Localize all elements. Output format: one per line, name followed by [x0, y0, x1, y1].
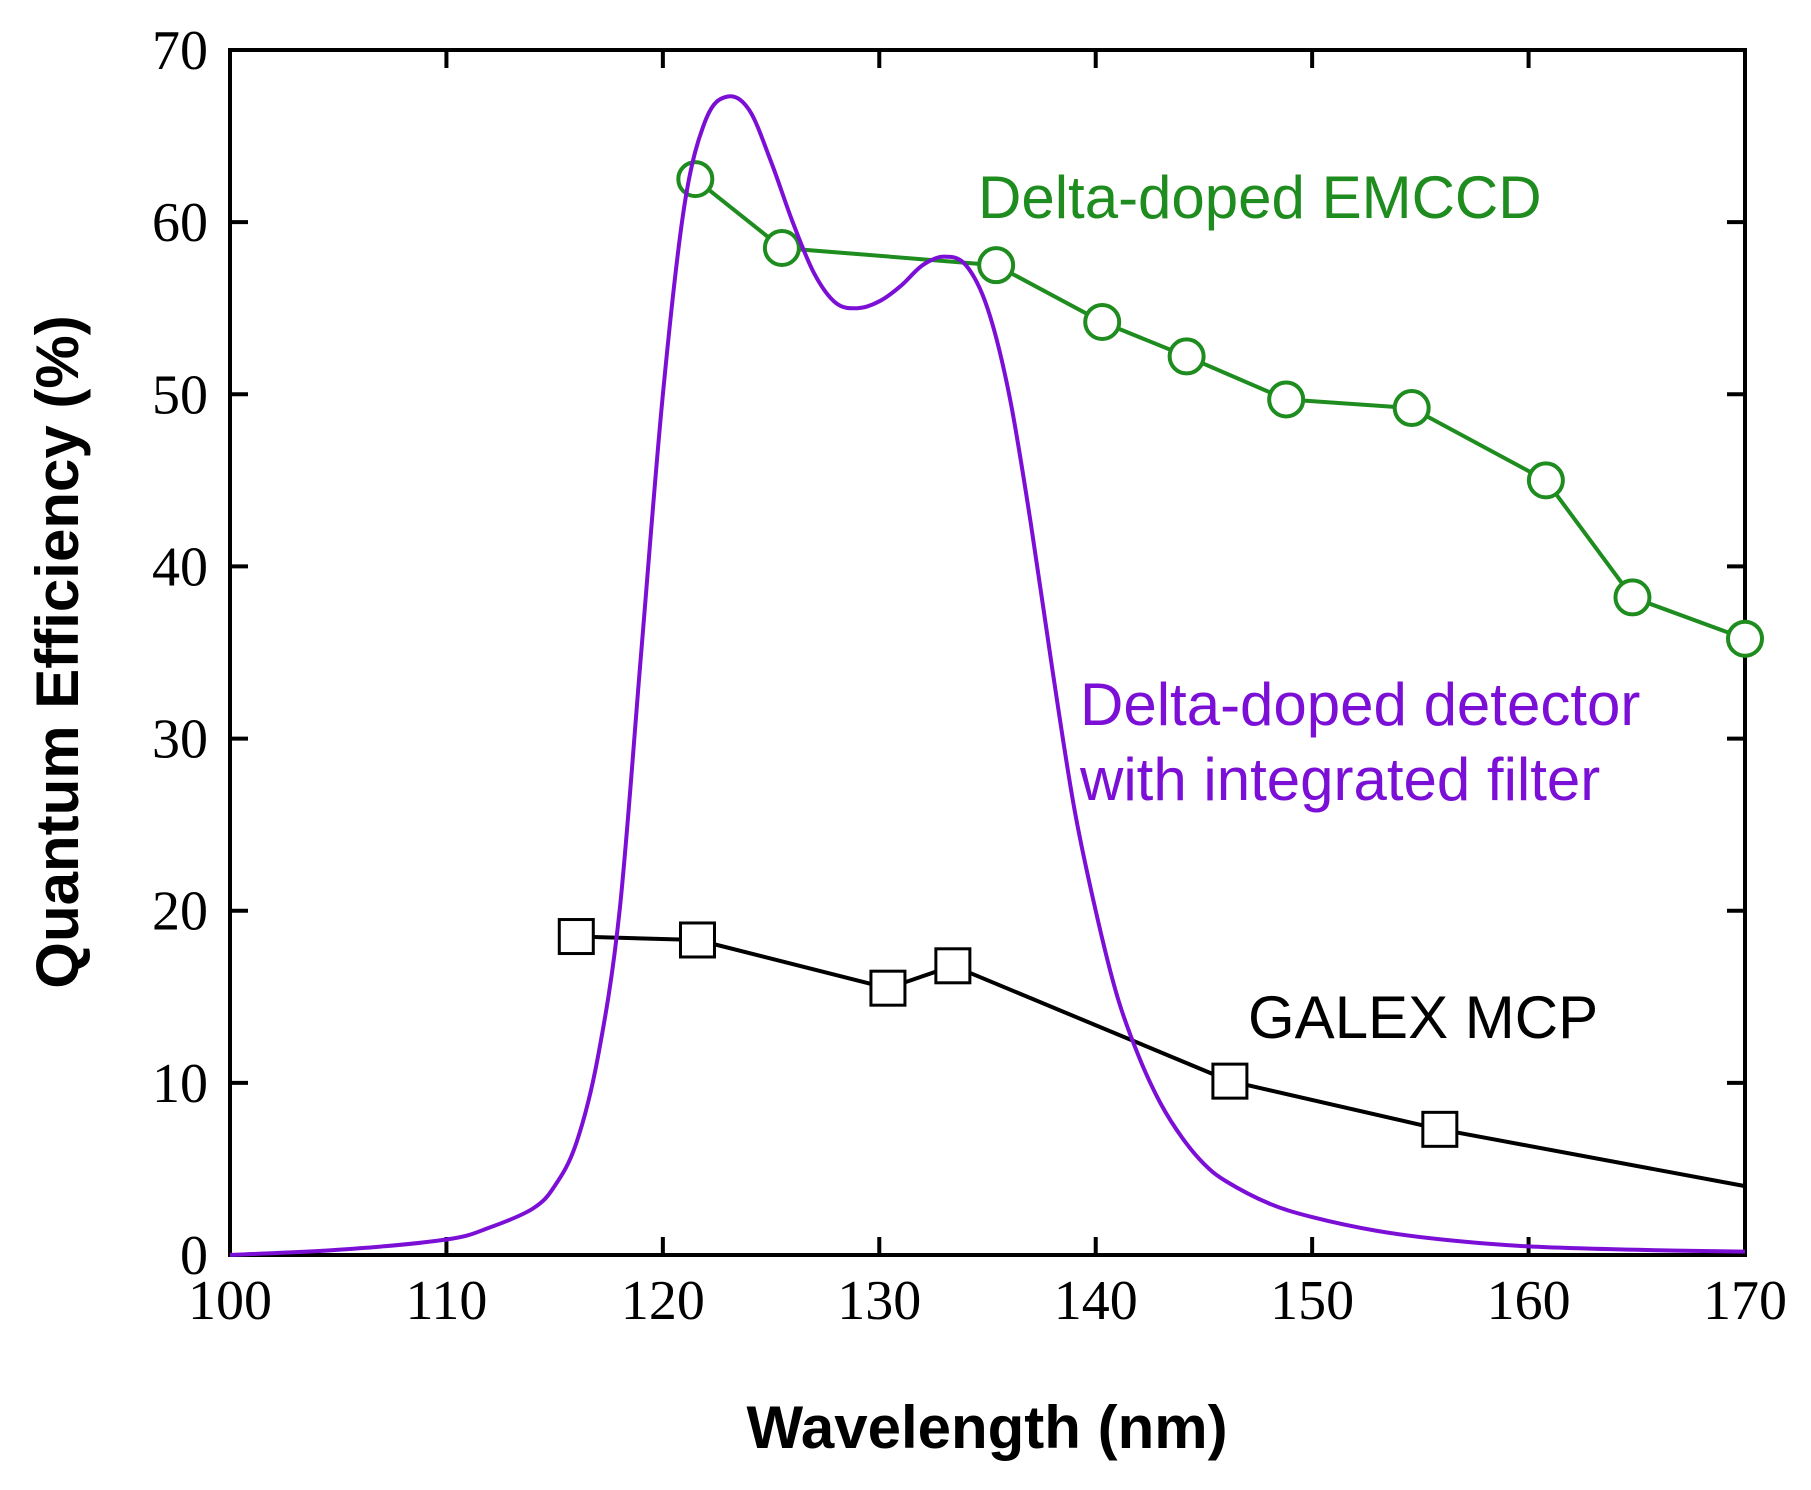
y-tick-label-20: 20	[152, 881, 208, 943]
series-line-delta-doped-emccd	[694, 177, 1746, 641]
series-line-galex-mcp	[576, 934, 1746, 1189]
y-tick-label-60: 60	[152, 192, 208, 254]
x-tick-label-150: 150	[1270, 1270, 1354, 1332]
x-tick-label-100: 100	[188, 1270, 272, 1332]
data-point-galex-mcp	[1211, 1062, 1249, 1100]
series-line-delta-doped-detector-with-integrated-filter	[229, 94, 1746, 1257]
data-point-galex-mcp	[557, 918, 595, 956]
annotation-emccd: Delta-doped EMCCD	[978, 164, 1542, 231]
data-point-delta-doped-emccd	[977, 246, 1016, 285]
data-point-galex-mcp	[869, 969, 907, 1007]
y-tick-label-70: 70	[152, 20, 208, 82]
data-point-delta-doped-emccd	[1267, 380, 1306, 419]
annotation-galex: GALEX MCP	[1248, 984, 1598, 1051]
series-layer	[229, 94, 1764, 1257]
x-tick-label-160: 160	[1487, 1270, 1571, 1332]
x-tick-label-140: 140	[1054, 1270, 1138, 1332]
data-point-delta-doped-emccd	[1083, 302, 1122, 341]
series-galex-mcp	[557, 918, 1746, 1189]
data-point-delta-doped-emccd	[676, 160, 715, 199]
y-tick-label-10: 10	[152, 1053, 208, 1115]
y-tick-label-0: 0	[180, 1225, 208, 1287]
data-point-delta-doped-emccd	[1726, 619, 1764, 658]
data-point-galex-mcp	[678, 921, 716, 959]
x-tick-label-110: 110	[405, 1270, 487, 1332]
y-tick-label-40: 40	[152, 536, 208, 598]
y-tick-label-30: 30	[152, 709, 208, 771]
data-point-galex-mcp	[1421, 1110, 1459, 1148]
data-point-delta-doped-emccd	[1392, 389, 1431, 428]
y-axis-title: Quantum Efficiency (%)	[24, 315, 91, 988]
x-tick-label-120: 120	[621, 1270, 705, 1332]
annotation-filter-line-1: Delta-doped detector	[1080, 671, 1640, 738]
data-point-delta-doped-emccd	[762, 228, 801, 267]
data-point-galex-mcp	[934, 947, 972, 985]
data-point-delta-doped-emccd	[1167, 337, 1206, 376]
data-point-delta-doped-emccd	[1613, 578, 1652, 617]
axis-ticks: 100 110 120 130 140 150 160 170 0 10 20 30 40 50 60 70	[152, 20, 1787, 1332]
annotation-filter-line-2: with integrated filter	[1079, 746, 1600, 813]
series-delta-doped-detector-with-integrated-filter	[229, 94, 1746, 1257]
x-axis-title: Wavelength (nm)	[746, 1394, 1227, 1461]
x-tick-label-130: 130	[837, 1270, 921, 1332]
series-delta-doped-emccd	[676, 160, 1764, 658]
y-tick-label-50: 50	[152, 364, 208, 426]
x-tick-label-170: 170	[1703, 1270, 1787, 1332]
data-point-delta-doped-emccd	[1526, 461, 1565, 500]
